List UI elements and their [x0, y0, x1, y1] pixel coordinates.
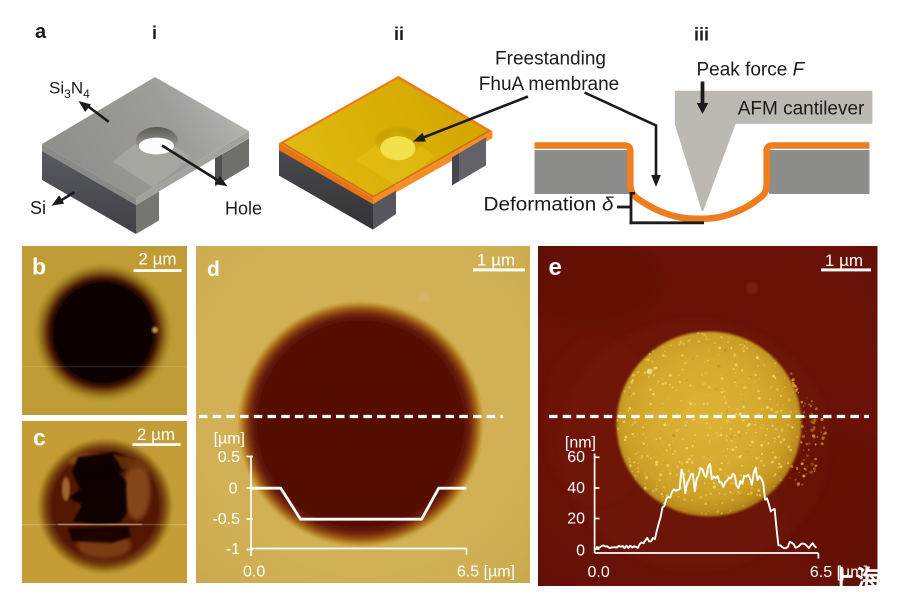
- svg-text:上海: 上海: [829, 565, 883, 595]
- svg-text:60: 60: [567, 449, 585, 466]
- svg-text:2 µm: 2 µm: [137, 425, 175, 444]
- svg-text:-1: -1: [226, 541, 240, 558]
- svg-text:0.0: 0.0: [588, 564, 610, 581]
- svg-text:40: 40: [567, 480, 585, 497]
- svg-text:b: b: [32, 254, 46, 280]
- svg-text:Peak force F: Peak force F: [697, 60, 806, 81]
- svg-text:0: 0: [229, 480, 238, 497]
- svg-text:Hole: Hole: [225, 199, 262, 219]
- svg-text:e: e: [549, 254, 562, 281]
- svg-text:2 µm: 2 µm: [138, 250, 176, 269]
- svg-text:i: i: [152, 23, 157, 43]
- svg-text:1 µm: 1 µm: [825, 251, 863, 270]
- svg-text:AFM cantilever: AFM cantilever: [738, 99, 865, 120]
- svg-text:0.0: 0.0: [243, 564, 265, 581]
- svg-text:20: 20: [567, 511, 585, 528]
- svg-text:a: a: [35, 21, 47, 43]
- svg-text:-0.5: -0.5: [212, 511, 240, 528]
- svg-text:d: d: [207, 258, 220, 281]
- svg-text:FhuA membrane: FhuA membrane: [479, 74, 619, 95]
- svg-text:6.5 [µm]: 6.5 [µm]: [810, 564, 868, 581]
- svg-text:[µm]: [µm]: [214, 430, 245, 447]
- svg-text:Si3N4: Si3N4: [49, 79, 90, 102]
- svg-text:c: c: [33, 424, 46, 450]
- svg-text:6.5 [µm]: 6.5 [µm]: [457, 564, 515, 581]
- svg-text:Freestanding: Freestanding: [495, 49, 606, 70]
- svg-text:1 µm: 1 µm: [477, 251, 515, 270]
- svg-text:ii: ii: [394, 24, 404, 44]
- svg-text:iii: iii: [694, 25, 709, 45]
- svg-text:[nm]: [nm]: [565, 435, 596, 452]
- svg-text:0.5: 0.5: [218, 449, 240, 466]
- svg-text:Si: Si: [30, 198, 46, 218]
- svg-text:0: 0: [576, 543, 585, 560]
- svg-text:Deformation δ: Deformation δ: [484, 195, 614, 216]
